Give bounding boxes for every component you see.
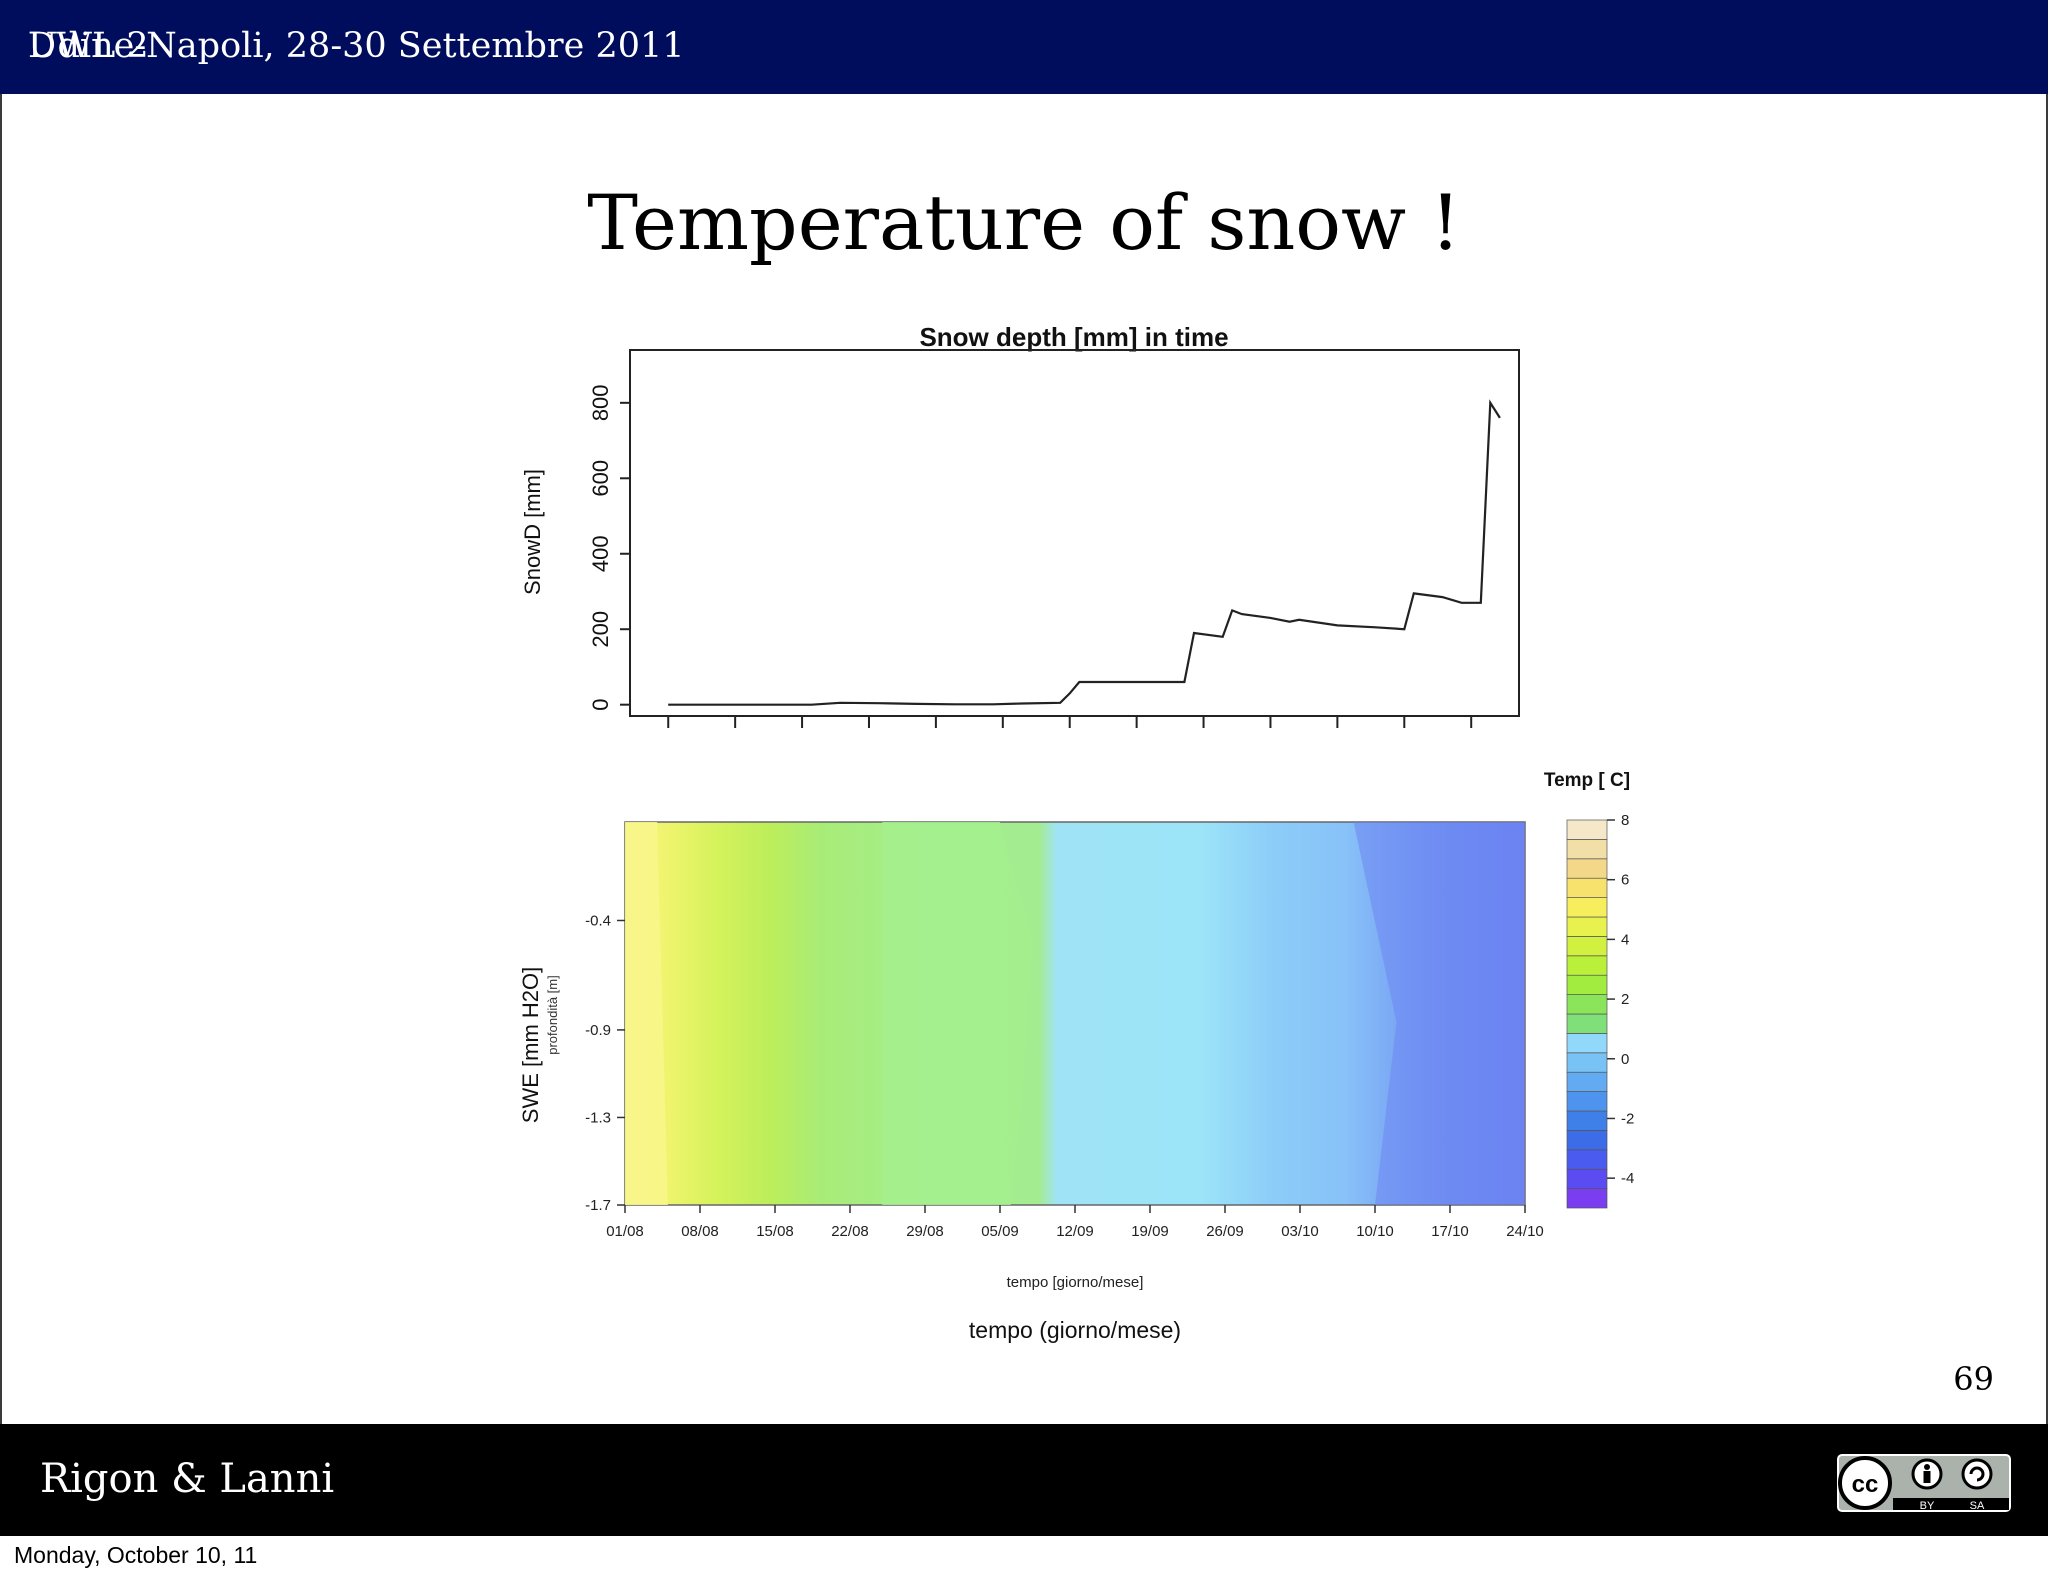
colorbar-tick-label: 0 (1621, 1051, 1629, 1068)
slide-header: DWL 2 Udine-Napoli, 28-30 Settembre 2011 (0, 0, 2048, 94)
page-number: 69 (1953, 1360, 1994, 1398)
colorbar-segment (1566, 955, 1608, 976)
heatmap-x-tick-label: 22/08 (831, 1223, 869, 1240)
colorbar-segment (1566, 1033, 1608, 1054)
heatmap-x-tick-label: 08/08 (681, 1223, 719, 1240)
heatmap-x-tick-label: 12/09 (1056, 1223, 1094, 1240)
heatmap-x-tick-label: 29/08 (906, 1223, 944, 1240)
slide-footer: Rigon & Lanni cc BY SA (0, 1424, 2048, 1536)
snow-depth-chart-title: Snow depth [mm] in time (919, 322, 1228, 352)
heatmap-x-tick-label: 03/10 (1281, 1223, 1319, 1240)
heatmap-outer-x-label: tempo (giorno/mese) (969, 1317, 1181, 1343)
temperature-field-overlay (625, 822, 1525, 1205)
header-event-label: Udine-Napoli, 28-30 Settembre 2011 (28, 26, 685, 66)
snow-depth-y-axis: 0 200 400 600 800 (588, 384, 630, 711)
heatmap-x-tick-label: 17/10 (1431, 1223, 1469, 1240)
heatmap-x-label: tempo [giorno/mese] (1007, 1274, 1144, 1291)
heatmap-y-tick-label: -1.7 (585, 1197, 611, 1214)
colorbar-segment (1566, 877, 1608, 898)
heatmap-y-tick-label: -1.3 (585, 1109, 611, 1126)
colorbar-segment (1566, 1110, 1608, 1131)
slide-title: Temperature of snow ! (587, 178, 1461, 267)
snow-temperature-heatmap: -0.4 -0.9 -1.3 -1.7 01/08 08/08 15/08 22/08 29/… (518, 770, 1634, 1343)
heatmap-x-tick-label: 10/10 (1356, 1223, 1394, 1240)
cc-by-sa-icon: cc BY SA (1837, 1454, 2011, 1512)
slide-frame (0, 94, 2048, 1424)
colorbar-segment (1566, 839, 1608, 860)
snow-depth-series-line (668, 399, 1501, 706)
colorbar-segment (1566, 1149, 1608, 1170)
heatmap-x-tick-label: 24/10 (1506, 1223, 1544, 1240)
cold-zone-band (1353, 822, 1525, 1205)
temperature-colorbar: 8 6 4 2 0 -2 -4 (1566, 812, 1634, 1209)
snow-depth-y-tick-label: 600 (588, 460, 613, 497)
colorbar-segment (1566, 994, 1608, 1015)
colorbar-segment (1566, 974, 1608, 995)
heatmap-y-tick-label: -0.4 (585, 912, 611, 929)
colorbar-segment (1566, 1091, 1608, 1112)
heatmap-x-tick-label: 05/09 (981, 1223, 1019, 1240)
heatmap-x-tick-label: 19/09 (1131, 1223, 1169, 1240)
snow-depth-y-tick-label: 0 (588, 699, 613, 711)
colorbar-segment (1566, 1188, 1608, 1209)
heatmap-x-tick-label: 15/08 (756, 1223, 794, 1240)
timestamp-label: Monday, October 10, 11 (14, 1542, 258, 1568)
snow-depth-plot-frame (629, 349, 1520, 717)
colorbar-segment (1566, 1130, 1608, 1151)
snow-depth-chart: Snow depth [mm] in time 0 200 400 600 800 Sn… (520, 322, 1520, 728)
heatmap-y-tick-label: -0.9 (585, 1022, 611, 1039)
author-label: Rigon & Lanni (40, 1456, 335, 1502)
snow-chart-figure: Snow depth [mm] in time 0 200 400 600 800 Sn… (518, 322, 1634, 1343)
heatmap-x-tick-label: 26/09 (1206, 1223, 1244, 1240)
colorbar-segment (1566, 897, 1608, 918)
colorbar-tick-label: 6 (1621, 872, 1629, 889)
svg-text:cc: cc (1852, 1471, 1879, 1498)
warm-zone-band (882, 822, 1033, 1205)
snow-depth-y-tick-label: 200 (588, 611, 613, 648)
colorbar-tick-label: -2 (1621, 1110, 1634, 1127)
cc-by-label: BY (1920, 1500, 1935, 1512)
cc-sa-label: SA (1970, 1500, 1985, 1512)
colorbar-segment (1566, 936, 1608, 957)
colorbar-tick-label: 4 (1621, 931, 1629, 948)
colorbar-title: Temp [ C] (1544, 770, 1630, 791)
colorbar-segment (1566, 916, 1608, 937)
colorbar-segment (1566, 1071, 1608, 1092)
heatmap-y-label: profondità [m] (545, 975, 560, 1055)
colorbar-tick-label: 8 (1621, 812, 1629, 829)
heatmap-x-axis: 01/08 08/08 15/08 22/08 29/08 05/09 12/09 19/09… (606, 1205, 1544, 1240)
heatmap-outer-y-label: SWE [mm H2O] (518, 967, 543, 1123)
heatmap-x-tick-label: 01/08 (606, 1223, 644, 1240)
colorbar-segment (1566, 1013, 1608, 1034)
snow-depth-y-tick-label: 400 (588, 535, 613, 572)
colorbar-segment (1566, 819, 1608, 840)
snow-depth-y-label: SnowD [mm] (520, 469, 545, 595)
colorbar-segment (1566, 1168, 1608, 1189)
colorbar-segment (1566, 1052, 1608, 1073)
snow-depth-y-tick-label: 800 (588, 384, 613, 421)
heatmap-y-axis: -0.4 -0.9 -1.3 -1.7 (585, 912, 625, 1214)
hot-zone-band (625, 822, 668, 1205)
snow-depth-x-axis (667, 716, 1473, 728)
colorbar-tick-label: 2 (1621, 991, 1629, 1008)
colorbar-tick-label: -4 (1621, 1170, 1634, 1187)
colorbar-segment (1566, 858, 1608, 879)
header-section-label: DWL 2 (28, 26, 149, 66)
